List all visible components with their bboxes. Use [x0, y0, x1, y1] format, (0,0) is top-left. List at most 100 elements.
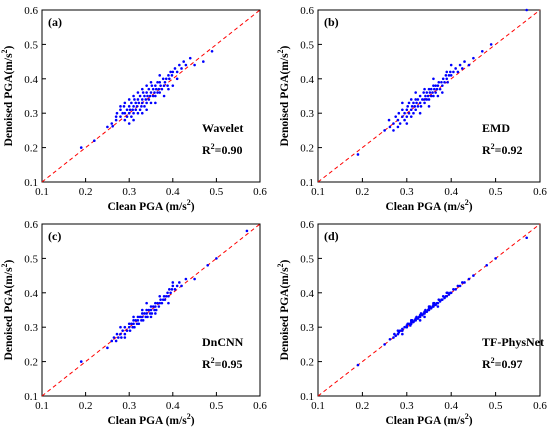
data-point	[480, 49, 484, 53]
data-point	[405, 115, 409, 118]
plot-frame	[41, 9, 261, 183]
data-point	[432, 94, 435, 98]
data-point	[433, 87, 436, 91]
data-point	[143, 105, 146, 108]
y-tick-label: 0.6	[24, 219, 38, 231]
data-point	[79, 360, 83, 363]
y-axis-label: Denoised PGA(m/s2)	[276, 259, 291, 360]
data-point	[121, 111, 124, 115]
y-axis-label-exponent: 2	[0, 263, 9, 267]
x-tick-label: 0.3	[122, 186, 136, 198]
data-point	[425, 91, 429, 94]
data-point	[440, 80, 443, 84]
data-point	[123, 118, 127, 122]
method-label: DnCNN	[202, 335, 244, 349]
data-point	[525, 236, 528, 240]
data-point	[206, 263, 209, 267]
data-point	[461, 281, 464, 284]
data-point	[438, 87, 442, 91]
x-tick-label: 0.4	[166, 400, 180, 412]
data-point	[396, 118, 400, 122]
y-tick-label: 0.4	[300, 74, 314, 86]
data-point	[133, 325, 136, 329]
data-point	[114, 115, 118, 118]
data-point	[182, 60, 185, 63]
data-point	[388, 337, 392, 341]
data-point	[173, 288, 177, 291]
y-axis-label-main: Denoised PGA(m/s	[279, 267, 291, 360]
r2-exponent: 2	[491, 142, 495, 151]
data-point	[415, 101, 418, 105]
data-point	[396, 125, 400, 129]
data-point	[114, 118, 118, 122]
data-point	[106, 346, 109, 350]
data-point	[117, 336, 120, 339]
data-point	[444, 74, 448, 77]
y-tick-label: 0.2	[24, 143, 38, 155]
data-point	[403, 325, 406, 329]
data-point	[157, 87, 161, 91]
data-point	[119, 105, 122, 108]
y-axis-label-exponent: 2	[276, 49, 285, 53]
x-axis-label-exponent: 2	[187, 412, 191, 421]
x-tick-label: 0.1	[35, 186, 49, 198]
data-point	[398, 122, 402, 125]
data-point	[154, 94, 157, 98]
data-point	[164, 294, 168, 298]
data-point	[414, 98, 417, 101]
x-axis-label-close: )	[191, 415, 195, 427]
data-point	[158, 91, 162, 94]
r2-prefix: R	[482, 357, 491, 371]
data-point	[111, 124, 114, 128]
data-point	[125, 108, 129, 112]
x-axis-label-main: Clean PGA (m/s	[107, 415, 187, 427]
data-point	[140, 312, 144, 315]
y-axis-label-close: )	[279, 45, 291, 49]
data-point	[458, 284, 462, 288]
data-point	[463, 281, 466, 284]
data-point	[154, 84, 157, 87]
data-point	[146, 94, 149, 98]
r2-exponent: 2	[211, 356, 215, 365]
data-point	[125, 329, 129, 332]
x-tick-label: 0.5	[489, 186, 503, 198]
r2-value: =0.90	[215, 143, 243, 157]
panel-tag: (b)	[324, 15, 339, 29]
r2-label: R2=0.90	[202, 142, 243, 157]
x-tick-label: 0.4	[444, 400, 458, 412]
data-point	[405, 122, 409, 125]
plot-frame	[317, 223, 541, 397]
x-axis-label-exponent: 2	[465, 412, 469, 421]
data-point	[422, 91, 425, 94]
data-point	[123, 332, 127, 336]
data-point	[428, 91, 432, 94]
method-label: TF-PhysNet	[482, 335, 544, 349]
x-tick-label: 0.5	[210, 186, 224, 198]
data-point	[140, 308, 144, 312]
y-tick-label: 0.4	[24, 74, 38, 86]
data-point	[407, 111, 411, 115]
data-point	[418, 94, 422, 98]
data-point	[132, 322, 135, 326]
reference-line	[41, 9, 261, 183]
data-point	[114, 339, 118, 343]
data-point	[445, 77, 449, 81]
data-point	[445, 294, 449, 298]
data-point	[409, 319, 413, 322]
data-point	[136, 315, 140, 319]
data-point	[449, 74, 453, 77]
data-point	[166, 291, 169, 295]
data-point	[119, 332, 122, 336]
data-point	[127, 98, 131, 101]
data-point	[432, 301, 435, 305]
data-point	[215, 257, 218, 260]
x-tick-label: 0.1	[311, 186, 325, 198]
data-point	[419, 105, 423, 108]
data-point	[135, 105, 139, 108]
r2-value: =0.95	[215, 357, 243, 371]
data-point	[123, 336, 127, 339]
data-point	[156, 80, 159, 84]
y-tick-label: 0.1	[300, 391, 314, 403]
data-point	[423, 98, 426, 101]
x-tick-label: 0.2	[356, 186, 370, 198]
